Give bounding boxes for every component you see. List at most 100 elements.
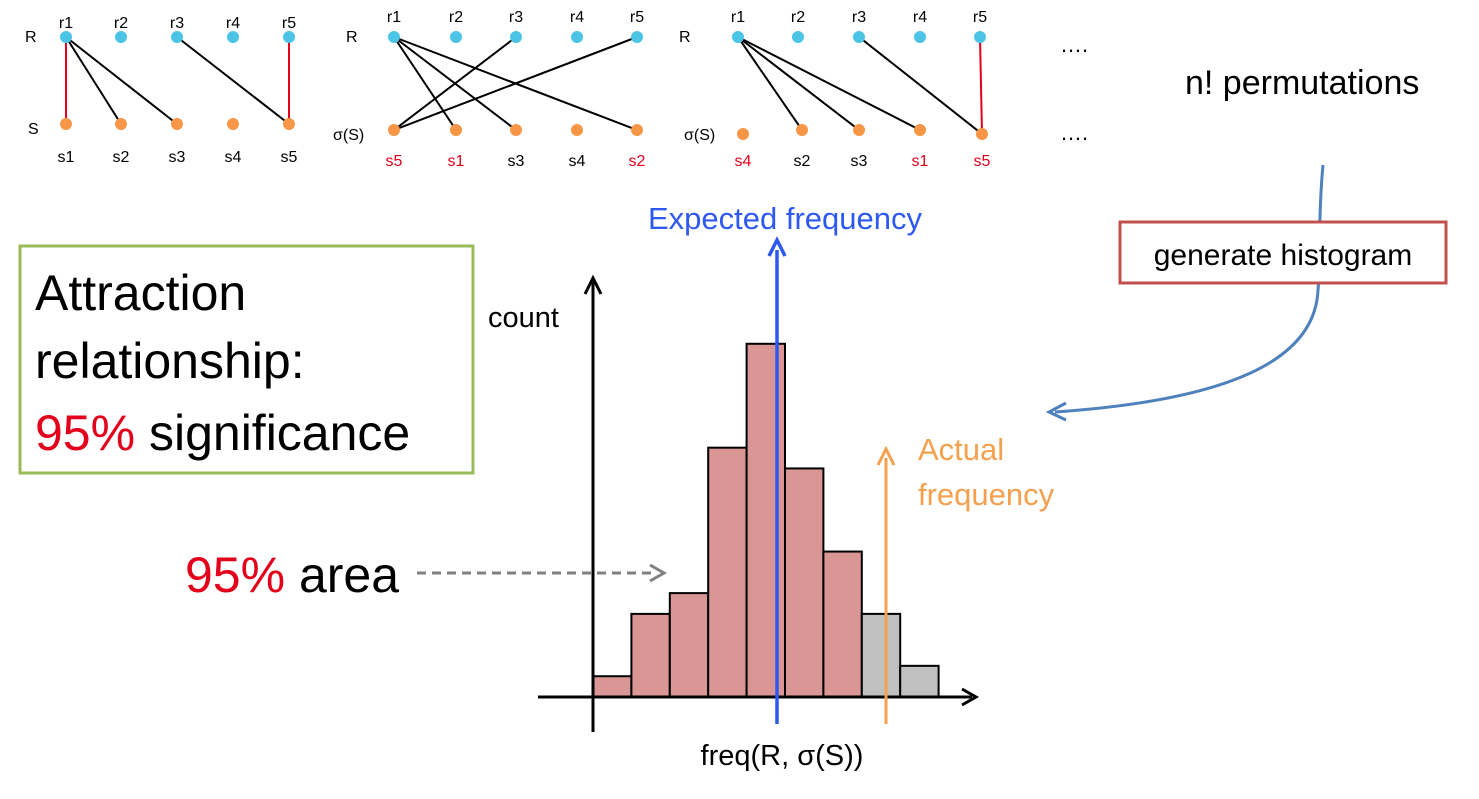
histogram-bar xyxy=(860,612,902,699)
graph-edge xyxy=(65,36,178,125)
histogram-bar xyxy=(745,342,786,698)
s-row-label: σ(S) xyxy=(684,127,715,144)
ellipsis-top: …. xyxy=(1060,32,1088,57)
s-node xyxy=(450,124,462,136)
r-node xyxy=(388,31,400,43)
histogram-bars xyxy=(592,342,940,699)
histogram-bar xyxy=(630,612,671,699)
r-node-label: r5 xyxy=(282,15,296,32)
r-node-label: r5 xyxy=(973,9,987,26)
bipartite-graph-permutation-2: Rσ(S) r1 r2 r3 r4 r5 s4 s2 s3 s1 s5 xyxy=(679,9,991,170)
r-node xyxy=(914,31,926,43)
s-node xyxy=(737,128,749,140)
histogram-bar xyxy=(707,446,748,698)
generate-histogram-label: generate histogram xyxy=(1154,239,1413,272)
s-node xyxy=(227,118,239,130)
histogram-bar xyxy=(592,675,633,699)
actual-frequency-label-line1: Actual xyxy=(918,432,1004,467)
s-node xyxy=(171,118,183,130)
s-node xyxy=(976,128,988,140)
bipartite-graph-original: R Sr1 r2 r3 r4 r5 s1 s2 s3 s4 s5 xyxy=(25,15,298,166)
curved-arrow-head xyxy=(1045,401,1067,422)
s-node-label: s1 xyxy=(448,153,465,170)
graph-edge xyxy=(393,36,457,131)
r-node xyxy=(115,31,127,43)
r-node-label: r4 xyxy=(226,15,240,32)
s-node xyxy=(914,124,926,136)
graph-edge xyxy=(737,36,803,131)
r-node xyxy=(571,31,583,43)
x-axis-label: freq(R, σ(S)) xyxy=(701,740,864,772)
s-node xyxy=(510,124,522,136)
s-node-label: s2 xyxy=(113,149,130,166)
y-axis-arrow xyxy=(583,274,603,295)
histogram-bar xyxy=(784,467,825,699)
graph-edge xyxy=(737,36,921,131)
s-node xyxy=(283,118,295,130)
histogram-bar xyxy=(899,664,940,698)
r-node-label: r4 xyxy=(913,9,927,26)
r-node-label: r4 xyxy=(570,9,584,26)
r-node-label: r1 xyxy=(59,15,73,32)
attraction-pct: 95% xyxy=(35,405,135,461)
r-node-label: r3 xyxy=(852,9,866,26)
graph-edge xyxy=(176,36,290,125)
generate-curved-arrow xyxy=(1054,164,1325,414)
r-row-label: R xyxy=(25,29,37,46)
area-pct: 95% xyxy=(185,547,285,603)
r-node-label: r5 xyxy=(630,9,644,26)
s-node-label: s5 xyxy=(974,153,991,170)
s-node xyxy=(60,118,72,130)
r-row-label: R xyxy=(346,29,358,46)
r-node xyxy=(60,31,72,43)
area-rest: area xyxy=(285,547,399,603)
generate-histogram-box xyxy=(1118,220,1448,285)
s-node-label: s1 xyxy=(58,149,75,166)
attraction-line3: 95% significance xyxy=(35,405,410,461)
y-axis-label: count xyxy=(488,302,559,334)
r-node xyxy=(732,31,744,43)
s-node xyxy=(631,124,643,136)
r-node xyxy=(974,31,986,43)
r-node xyxy=(510,31,522,43)
attraction-box xyxy=(18,244,475,475)
bipartite-graph-permutation-1: Rσ(S) r1 r2 r3 r4 r5 s5 s1 s3 s4 s2 xyxy=(333,9,646,170)
s-node-label: s3 xyxy=(851,153,868,170)
r-node xyxy=(283,31,295,43)
graph-edge xyxy=(393,36,517,131)
actual-frequency-label-line2: frequency xyxy=(918,477,1055,512)
attraction-line2: relationship: xyxy=(35,333,305,389)
r-node-label: r2 xyxy=(114,15,128,32)
r-node-label: r2 xyxy=(449,9,463,26)
graph-edge xyxy=(737,36,860,131)
histogram-bar xyxy=(822,550,863,698)
r-node-label: r1 xyxy=(731,9,745,26)
ellipsis-bottom: …. xyxy=(1060,120,1088,145)
r-node xyxy=(792,31,804,43)
histogram-bar xyxy=(668,592,710,698)
s-node-label: s5 xyxy=(281,149,298,166)
s-node xyxy=(388,124,400,136)
expected-frequency-label: Expected frequency xyxy=(648,201,923,236)
r-node-label: r1 xyxy=(387,9,401,26)
r-node xyxy=(631,31,643,43)
s-node-label: s4 xyxy=(225,149,242,166)
r-node xyxy=(450,31,462,43)
s-row-label: S xyxy=(28,121,39,138)
s-node-label: s2 xyxy=(794,153,811,170)
area-label: 95% area xyxy=(185,547,399,603)
s-node xyxy=(571,124,583,136)
s-node-label: s3 xyxy=(169,149,186,166)
s-node xyxy=(796,124,808,136)
s-node xyxy=(853,124,865,136)
expected-frequency-arrow-head xyxy=(767,236,787,257)
s-node-label: s2 xyxy=(629,153,646,170)
s-node-label: s4 xyxy=(735,153,752,170)
s-node-label: s4 xyxy=(569,153,586,170)
graph-edge xyxy=(979,36,983,135)
graph-edge xyxy=(65,36,122,125)
r-node-label: r3 xyxy=(509,9,523,26)
permutations-label: n! permutations xyxy=(1185,64,1419,102)
r-row-label: R xyxy=(679,29,691,46)
